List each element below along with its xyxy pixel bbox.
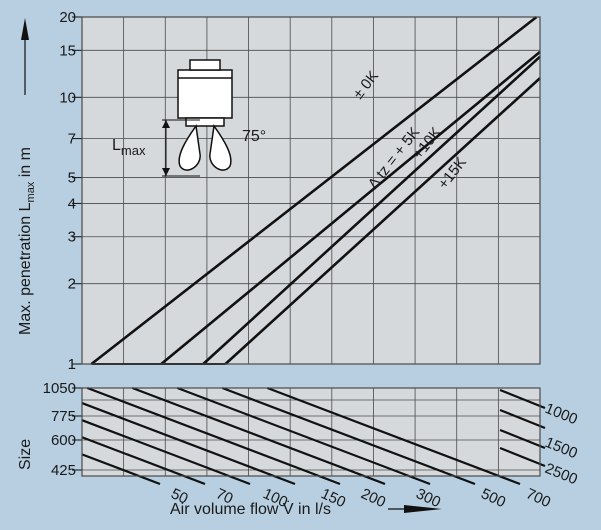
size-line-5 bbox=[131, 386, 386, 486]
dimension-label: Lmax bbox=[112, 137, 146, 158]
lower-tick-label-0: 425 bbox=[51, 462, 76, 479]
size-line-6 bbox=[176, 386, 431, 486]
y-axis-upper-title: Max. penetration Lmax in m bbox=[17, 147, 37, 335]
air-jet-right bbox=[209, 124, 232, 171]
size-lines bbox=[81, 386, 546, 486]
size-right-line-0 bbox=[499, 388, 546, 410]
y-axis-upper-arrow bbox=[21, 18, 29, 95]
upper-y-ticks: 1 2 3 4 5 7 10 15 20 bbox=[59, 9, 82, 373]
angle-label: 75° bbox=[242, 128, 266, 145]
size-right-line-1 bbox=[499, 408, 546, 430]
series-line-3 bbox=[224, 77, 541, 365]
size-right-line-2 bbox=[499, 428, 546, 450]
series-line-1 bbox=[160, 50, 541, 366]
air-jet-left bbox=[178, 124, 201, 171]
diffuser-outlet bbox=[185, 117, 225, 127]
diffuser-diagram: Lmax 75° bbox=[112, 59, 266, 177]
y-axis-title: Max. penetration Lmax in m bbox=[17, 147, 37, 335]
size-line-2 bbox=[81, 419, 251, 486]
upper-plot-frame bbox=[81, 16, 541, 365]
lower-plot-frame bbox=[81, 387, 541, 477]
size-axis-title: Size bbox=[17, 439, 34, 470]
upper-tick-label-8: 20 bbox=[59, 9, 76, 26]
upper-tick-label-1: 2 bbox=[68, 276, 76, 293]
lower-tick-label-1: 600 bbox=[51, 432, 76, 449]
upper-tick-label-5: 7 bbox=[68, 131, 76, 148]
upper-tick-label-3: 4 bbox=[68, 195, 76, 212]
diffuser-body bbox=[177, 69, 233, 119]
size-line-0 bbox=[81, 453, 161, 486]
flow-label-0: 50 bbox=[168, 485, 190, 507]
upper-tick-label-0: 1 bbox=[68, 356, 76, 373]
x-arrow-head bbox=[404, 505, 442, 513]
x-axis-title: Air volume flow V̇ in l/s bbox=[170, 500, 331, 518]
flow-label-1: 70 bbox=[213, 485, 235, 507]
size-line-8 bbox=[266, 386, 521, 486]
size-line-4 bbox=[86, 386, 341, 486]
x-axis-arrow bbox=[388, 505, 442, 513]
upper-tick-label-6: 10 bbox=[59, 89, 76, 106]
dimension-arrow-down bbox=[162, 168, 170, 176]
upper-tick-label-7: 15 bbox=[59, 42, 76, 59]
lower-tick-label-3: 1050 bbox=[43, 380, 76, 397]
dimension-arrow-up bbox=[162, 120, 170, 128]
upper-tick-label-2: 3 bbox=[68, 229, 76, 246]
y-arrow-head bbox=[21, 18, 29, 40]
size-line-3 bbox=[81, 402, 296, 486]
lower-tick-label-2: 775 bbox=[51, 408, 76, 425]
y-axis-lower-title: Size bbox=[17, 439, 34, 470]
series-line-2 bbox=[202, 55, 541, 365]
size-right-line-3 bbox=[499, 446, 546, 468]
diffuser-cap bbox=[189, 59, 221, 71]
upper-tick-label-4: 5 bbox=[68, 170, 76, 187]
lower-y-ticks: 425 600 775 1050 bbox=[43, 380, 82, 479]
series-line-0 bbox=[90, 15, 538, 366]
size-line-7 bbox=[221, 386, 476, 486]
